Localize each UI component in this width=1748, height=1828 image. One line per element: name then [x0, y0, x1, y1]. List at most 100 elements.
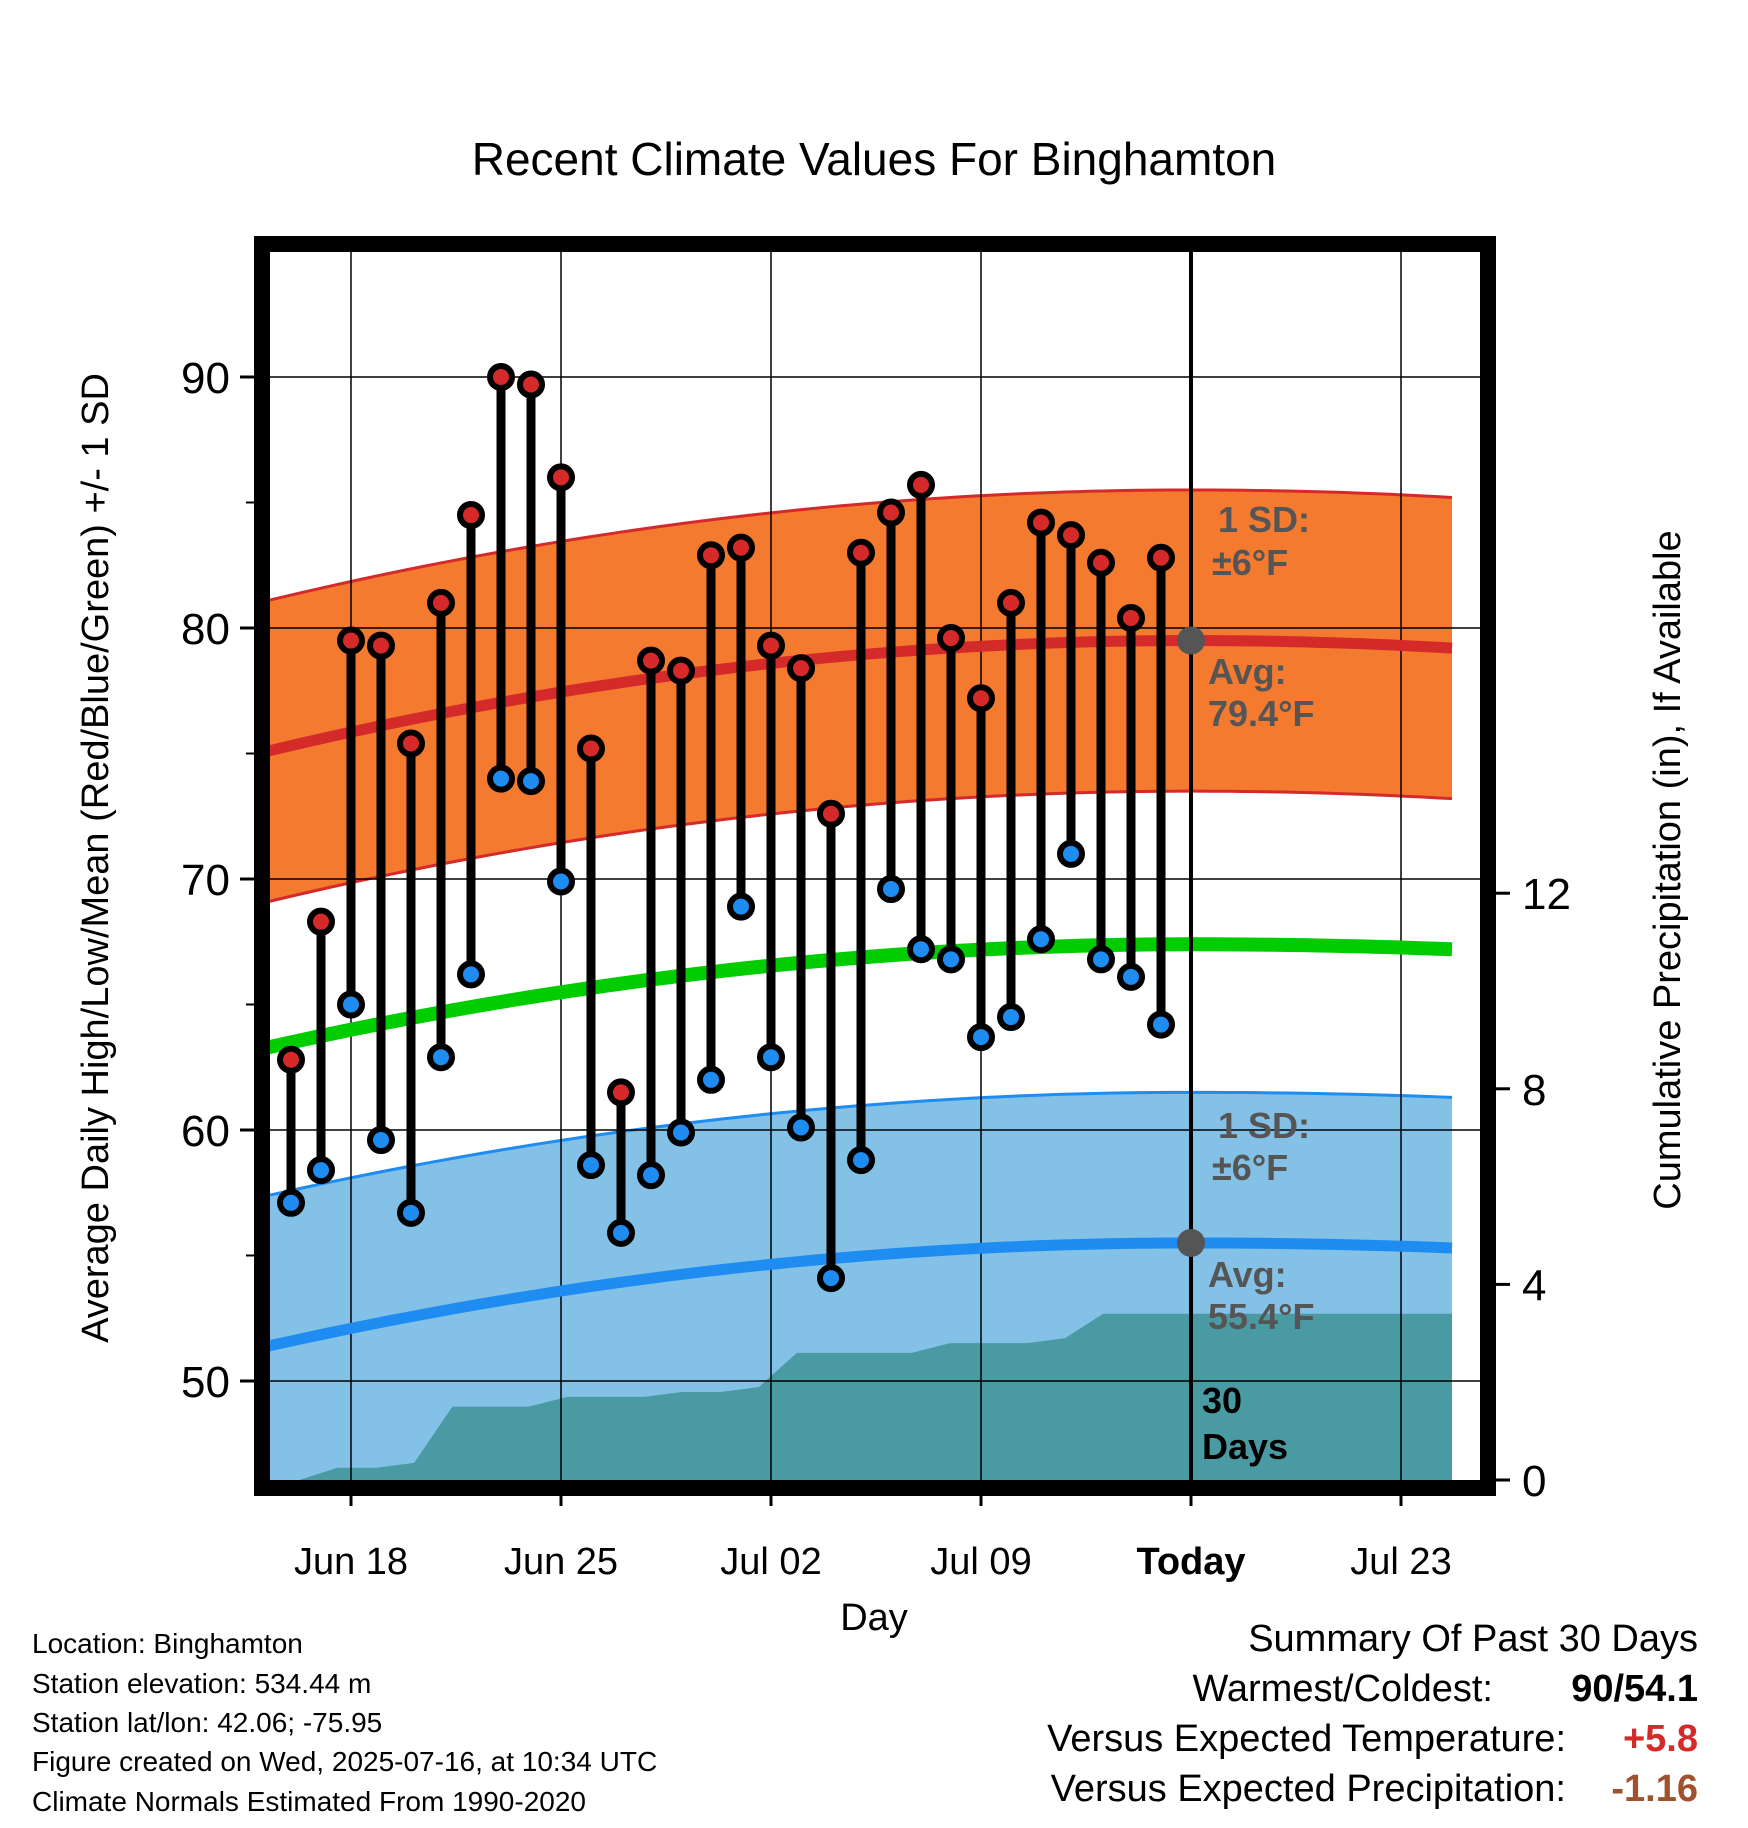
- daily-high-point: [877, 498, 905, 527]
- info-elevation: Station elevation: 534.44 m: [32, 1668, 372, 1699]
- daily-high-point: [1147, 543, 1175, 572]
- x-tick-label: Jun 18: [294, 1541, 408, 1583]
- daily-high-point: [1087, 548, 1115, 577]
- normal-mean-line: [270, 937, 1453, 1055]
- info-normals: Climate Normals Estimated From 1990-2020: [32, 1786, 586, 1817]
- high-sd-band-upper-edge: [270, 488, 1453, 602]
- x-tick-label: Jul 09: [930, 1541, 1031, 1583]
- daily-low-point: [367, 1126, 395, 1155]
- daily-low-point: [487, 764, 515, 793]
- daily-high-point: [457, 501, 485, 530]
- low-avg-label: Avg:: [1208, 1254, 1287, 1295]
- daily-low-point: [967, 1023, 995, 1052]
- daily-low-point: [397, 1198, 425, 1227]
- daily-low-point: [787, 1113, 815, 1142]
- daily-high-point: [937, 624, 965, 653]
- daily-high-point: [487, 363, 515, 391]
- daily-low-point: [607, 1218, 635, 1247]
- daily-high-point: [367, 631, 395, 660]
- daily-low-point: [337, 990, 365, 1019]
- daily-high-point: [427, 588, 455, 617]
- daily-low-point: [1087, 945, 1115, 974]
- high-sd-band-lower-edge: [270, 789, 1453, 903]
- daily-high-point: [607, 1078, 635, 1107]
- summary-precip-value: -1.16: [1611, 1768, 1698, 1810]
- daily-high-point: [1027, 508, 1055, 537]
- y2-tick-label: 0: [1522, 1457, 1546, 1506]
- info-location: Location: Binghamton: [32, 1628, 303, 1659]
- y-axis-label: Average Daily High/Low/Mean (Red/Blue/Gr…: [75, 373, 117, 1343]
- daily-high-point: [547, 463, 575, 492]
- daily-low-point: [667, 1118, 695, 1147]
- today-high-normal-marker: [1177, 626, 1205, 655]
- daily-low-point: [877, 875, 905, 904]
- daily-low-point: [757, 1043, 785, 1072]
- daily-high-point: [787, 654, 815, 683]
- daily-low-point: [1057, 839, 1085, 868]
- info-created: Figure created on Wed, 2025-07-16, at 10…: [32, 1746, 658, 1777]
- y-tick-label: 60: [181, 1107, 230, 1156]
- x-tick-label: Jun 25: [504, 1541, 618, 1583]
- x-axis-label: Day: [840, 1597, 908, 1639]
- daily-low-point: [457, 960, 485, 989]
- daily-low-point: [847, 1146, 875, 1175]
- daily-high-point: [517, 370, 545, 399]
- daily-high-point: [847, 538, 875, 567]
- summary-temp-label: Versus Expected Temperature:: [1047, 1718, 1566, 1760]
- x-tick-label: Jul 02: [720, 1541, 821, 1583]
- daily-high-point: [397, 729, 425, 758]
- y2-tick-label: 4: [1522, 1261, 1546, 1310]
- plot-frame: [254, 236, 1496, 1496]
- daily-high-point: [277, 1045, 305, 1074]
- days-label-number: 30: [1202, 1380, 1242, 1421]
- daily-high-point: [1057, 521, 1085, 550]
- high-avg-value: 79.4°F: [1208, 693, 1314, 734]
- daily-low-point: [1147, 1010, 1175, 1039]
- y2-tick-label: 8: [1522, 1066, 1546, 1115]
- y-tick-label: 50: [181, 1358, 230, 1407]
- daily-high-point: [997, 588, 1025, 617]
- x-tick-label: Jul 23: [1350, 1541, 1451, 1583]
- daily-low-point: [937, 945, 965, 974]
- daily-low-point: [817, 1264, 845, 1293]
- daily-low-point: [547, 867, 575, 896]
- high-avg-label: Avg:: [1208, 651, 1287, 692]
- high-sd-value: ±6°F: [1212, 542, 1288, 583]
- daily-low-point: [637, 1161, 665, 1190]
- high-sd-label: 1 SD:: [1218, 499, 1310, 540]
- y-tick-label: 90: [181, 354, 230, 403]
- y2-tick-label: 12: [1522, 870, 1571, 919]
- low-sd-value: ±6°F: [1212, 1147, 1288, 1188]
- daily-low-point: [727, 892, 755, 921]
- daily-high-point: [907, 470, 935, 499]
- summary-precip-label: Versus Expected Precipitation:: [1050, 1768, 1566, 1810]
- normal-high-line: [270, 635, 1453, 757]
- daily-high-point: [637, 646, 665, 675]
- chart-title: Recent Climate Values For Binghamton: [472, 133, 1277, 185]
- daily-low-point: [997, 1003, 1025, 1032]
- daily-low-point: [697, 1065, 725, 1094]
- low-avg-value: 55.4°F: [1208, 1296, 1314, 1337]
- days-label-text: Days: [1202, 1426, 1288, 1467]
- daily-high-point: [727, 533, 755, 562]
- daily-high-point: [817, 799, 845, 828]
- daily-low-point: [577, 1151, 605, 1180]
- daily-low-point: [1117, 962, 1145, 991]
- daily-high-point: [307, 907, 335, 936]
- daily-high-point: [667, 656, 695, 685]
- y-tick-label: 80: [181, 605, 230, 654]
- daily-low-point: [517, 767, 545, 796]
- daily-low-point: [307, 1156, 335, 1185]
- info-latlon: Station lat/lon: 42.06; -75.95: [32, 1707, 383, 1738]
- daily-high-point: [697, 541, 725, 570]
- daily-high-point: [967, 684, 995, 713]
- daily-high-point: [577, 734, 605, 763]
- low-sd-label: 1 SD:: [1218, 1105, 1310, 1146]
- daily-high-point: [337, 626, 365, 655]
- daily-low-point: [277, 1188, 305, 1217]
- normal-low-line: [270, 1237, 1453, 1352]
- y-tick-label: 70: [181, 856, 230, 905]
- summary-warm-cold-value: 90/54.1: [1571, 1668, 1698, 1710]
